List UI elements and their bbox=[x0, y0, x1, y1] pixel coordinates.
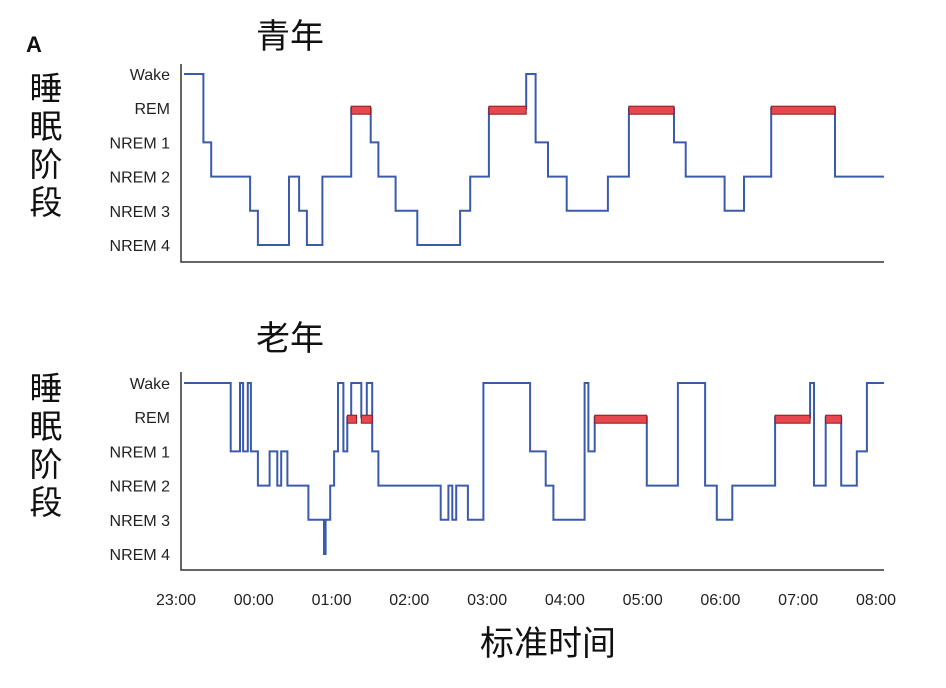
rem-bar bbox=[770, 105, 836, 115]
elderly-rem-bars bbox=[346, 414, 842, 424]
y-tick-label: NREM 2 bbox=[110, 479, 171, 496]
y-tick-label: NREM 1 bbox=[110, 135, 171, 152]
y-tick-label: REM bbox=[134, 410, 170, 427]
elderly-hypnogram-line bbox=[184, 382, 884, 555]
y-tick-label: Wake bbox=[130, 67, 170, 84]
young-y-tick-labels: Wake REM NREM 1 NREM 2 NREM 3 NREM 4 bbox=[110, 67, 171, 255]
y-tick-label: NREM 1 bbox=[110, 444, 171, 461]
x-tick-label: 06:00 bbox=[700, 592, 740, 609]
y-tick-label: REM bbox=[134, 101, 170, 118]
rem-bar bbox=[350, 105, 372, 115]
young-hypnogram-line bbox=[184, 73, 884, 246]
x-tick-label: 23:00 bbox=[156, 592, 196, 609]
young-hypnogram-panel: 青年 睡眠阶段 Wake REM NREM 1 NREM 2 NREM 3 NREM 4 bbox=[30, 17, 884, 263]
elderly-axes bbox=[180, 372, 884, 571]
y-tick-label: NREM 4 bbox=[110, 238, 171, 255]
rem-bar bbox=[825, 414, 842, 424]
y-tick-label: Wake bbox=[130, 376, 170, 393]
elderly-y-tick-labels: Wake REM NREM 1 NREM 2 NREM 3 NREM 4 bbox=[110, 376, 171, 564]
young-axes bbox=[180, 64, 884, 263]
rem-bar bbox=[594, 414, 648, 424]
y-tick-label: NREM 4 bbox=[110, 547, 171, 564]
elderly-y-axis-label: 睡眠阶段 bbox=[30, 369, 63, 522]
rem-bar bbox=[346, 414, 358, 424]
panel-letter: A bbox=[26, 32, 42, 57]
x-tick-label: 04:00 bbox=[545, 592, 585, 609]
elderly-panel-title: 老年 bbox=[256, 319, 324, 359]
y-tick-label: NREM 3 bbox=[110, 513, 171, 530]
x-tick-label: 02:00 bbox=[389, 592, 429, 609]
rem-bar bbox=[628, 105, 675, 115]
x-tick-label: 05:00 bbox=[623, 592, 663, 609]
elderly-hypnogram-panel: 老年 睡眠阶段 Wake REM NREM 1 NREM 2 NREM 3 NREM 4 bbox=[30, 319, 884, 571]
young-panel-title: 青年 bbox=[256, 17, 324, 57]
young-rem-bars bbox=[350, 105, 836, 115]
young-y-axis-label: 睡眠阶段 bbox=[30, 69, 63, 222]
rem-bar bbox=[774, 414, 811, 424]
rem-bar bbox=[488, 105, 527, 115]
x-axis-label: 标准时间 bbox=[480, 624, 616, 664]
rem-bar bbox=[360, 414, 373, 424]
x-tick-label: 03:00 bbox=[467, 592, 507, 609]
x-tick-label: 01:00 bbox=[312, 592, 352, 609]
x-tick-label: 00:00 bbox=[234, 592, 274, 609]
y-tick-label: NREM 3 bbox=[110, 204, 171, 221]
y-tick-label: NREM 2 bbox=[110, 170, 171, 187]
x-tick-label: 07:00 bbox=[778, 592, 818, 609]
x-tick-label: 08:00 bbox=[856, 592, 896, 609]
x-tick-labels: 23:00 00:00 01:00 02:00 03:00 04:00 05:00 06:00… bbox=[156, 592, 896, 609]
